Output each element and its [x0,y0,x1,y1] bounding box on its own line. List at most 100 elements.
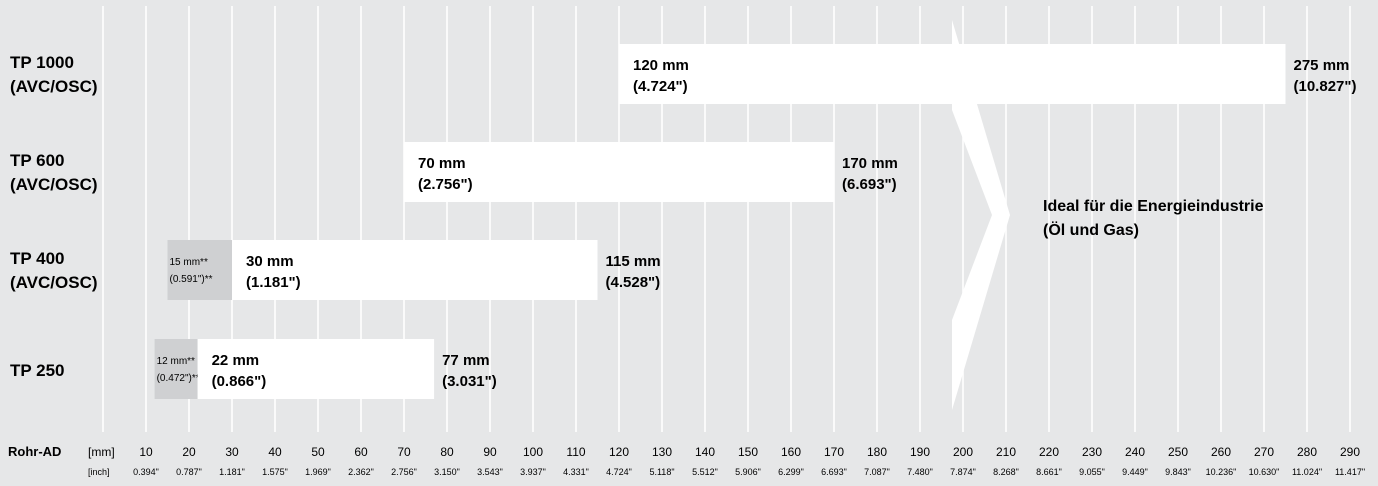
bar-max-label-inch: (6.693") [842,176,897,193]
x-tick-mm: 200 [953,445,973,459]
x-tick-mm: 230 [1082,445,1102,459]
annotation-line1: Ideal für die Energieindustrie [1043,198,1264,215]
bar-range [619,44,1286,104]
x-tick-mm: 150 [738,445,758,459]
bar-range [197,339,435,399]
x-tick-mm: 110 [566,445,585,459]
x-tick-inch: 6.693" [821,467,847,477]
x-tick-mm: 130 [652,445,672,459]
x-tick-inch: 3.150" [434,467,460,477]
x-tick-mm: 40 [268,445,282,459]
x-tick-inch: 9.055" [1079,467,1105,477]
x-tick-mm: 70 [397,445,411,459]
x-tick-mm: 30 [225,445,239,459]
row-label-name: TP 600 [10,151,65,170]
bar-extension [154,339,198,399]
x-tick-mm: 250 [1168,445,1188,459]
x-tick-mm: 180 [867,445,887,459]
x-tick-mm: 260 [1211,445,1231,459]
bar-min-label-inch: (0.866") [212,373,267,390]
x-tick-mm: 80 [440,445,454,459]
x-tick-mm: 60 [354,445,368,459]
x-tick-inch: 8.268" [993,467,1019,477]
bar-min-label-inch: (2.756") [418,176,473,193]
x-tick-inch: 1.181" [219,467,245,477]
bar-extension [167,240,232,300]
bar-max-label-mm: 115 mm [606,253,661,270]
grid-lines [102,6,1351,432]
x-tick-inch: 0.394" [133,467,159,477]
x-tick-mm: 270 [1254,445,1274,459]
row-label-name: TP 250 [10,361,65,380]
bars: 120 mm (4.724") 275 mm (10.827") 70 mm (2.756… [154,44,1357,399]
bar-max-label-inch: (4.528") [606,274,661,291]
row-label-name: TP 400 [10,249,65,268]
bar-max-label-mm: 275 mm [1294,57,1350,74]
x-tick-mm: 190 [910,445,930,459]
extension-label-mm: 12 mm** [157,356,195,367]
x-tick-inch: 4.331" [563,467,589,477]
x-tick-inch: 5.118" [649,467,674,477]
x-tick-mm: 240 [1125,445,1145,459]
x-tick-inch: 5.906" [735,467,761,477]
x-tick-inch: 1.575" [262,467,288,477]
x-tick-mm: 10 [139,445,153,459]
bar-max-label-mm: 77 mm [442,352,490,369]
x-tick-mm: 100 [523,445,543,459]
row-label-variant: (AVC/OSC) [10,77,98,96]
x-tick-mm: 140 [695,445,715,459]
bar-min-label-mm: 30 mm [246,253,294,270]
bar-min-label-inch: (1.181") [246,274,301,291]
x-tick-inch: 8.661" [1036,467,1062,477]
x-tick-inch: 4.724" [606,467,632,477]
x-tick-inch: 5.512" [692,467,718,477]
x-tick-mm: 20 [182,445,196,459]
x-tick-mm: 160 [781,445,801,459]
x-tick-mm: 170 [824,445,844,459]
x-tick-inch: 3.937" [520,467,546,477]
bar-min-label-inch: (4.724") [633,78,688,95]
x-tick-mm: 210 [996,445,1016,459]
extension-label-inch: (0.591")** [170,274,213,285]
x-tick-inch: 2.362" [348,467,374,477]
x-tick-inch: 9.843" [1165,467,1191,477]
row-label-variant: (AVC/OSC) [10,175,98,194]
x-tick-inch: 7.874" [950,467,976,477]
x-tick-inch: 11.024" [1292,467,1322,477]
bar-max-label-inch: (3.031") [442,373,497,390]
x-tick-inch: 7.480" [907,467,933,477]
x-tick-mm: 120 [609,445,629,459]
bar-max-label-inch: (10.827") [1294,78,1357,95]
x-tick-inch: 6.299" [778,467,804,477]
extension-label-inch: (0.472")** [157,373,200,384]
x-tick-mm: 290 [1340,445,1360,459]
bar-range [404,142,834,202]
bar-min-label-mm: 120 mm [633,57,689,74]
x-axis-ticks: 10 20 30 40 50 60 70 80 90 100 110 120 130 140 150 160 1… [133,445,1365,477]
x-tick-inch: 10.236" [1206,467,1237,477]
x-tick-inch: 3.543" [477,467,503,477]
x-tick-mm: 50 [311,445,325,459]
extension-label-mm: 15 mm** [170,257,208,268]
x-tick-mm: 280 [1297,445,1317,459]
x-tick-inch: 0.787" [176,467,202,477]
x-tick-inch: 7.087" [864,467,890,477]
bar-range [232,240,598,300]
annotation-line2: (Öl und Gas) [1043,220,1139,239]
row-label-name: TP 1000 [10,53,74,72]
x-tick-mm: 90 [483,445,497,459]
x-tick-inch: 10.630" [1249,467,1280,477]
bar-max-label-mm: 170 mm [842,155,898,172]
x-axis-title: Rohr-AD [8,444,61,459]
x-axis-unit-mm: [mm] [88,445,115,459]
x-tick-inch: 1.969" [305,467,331,477]
chevron-arrow [952,20,1010,410]
x-axis-unit-inch: [inch] [88,467,110,477]
row-label-variant: (AVC/OSC) [10,273,98,292]
bar-min-label-mm: 70 mm [418,155,466,172]
x-tick-inch: 2.756" [391,467,417,477]
bar-min-label-mm: 22 mm [212,352,260,369]
x-tick-inch: 9.449" [1122,467,1148,477]
row-labels: TP 1000 (AVC/OSC) TP 600 (AVC/OSC) TP 400 (AV… [10,53,98,380]
